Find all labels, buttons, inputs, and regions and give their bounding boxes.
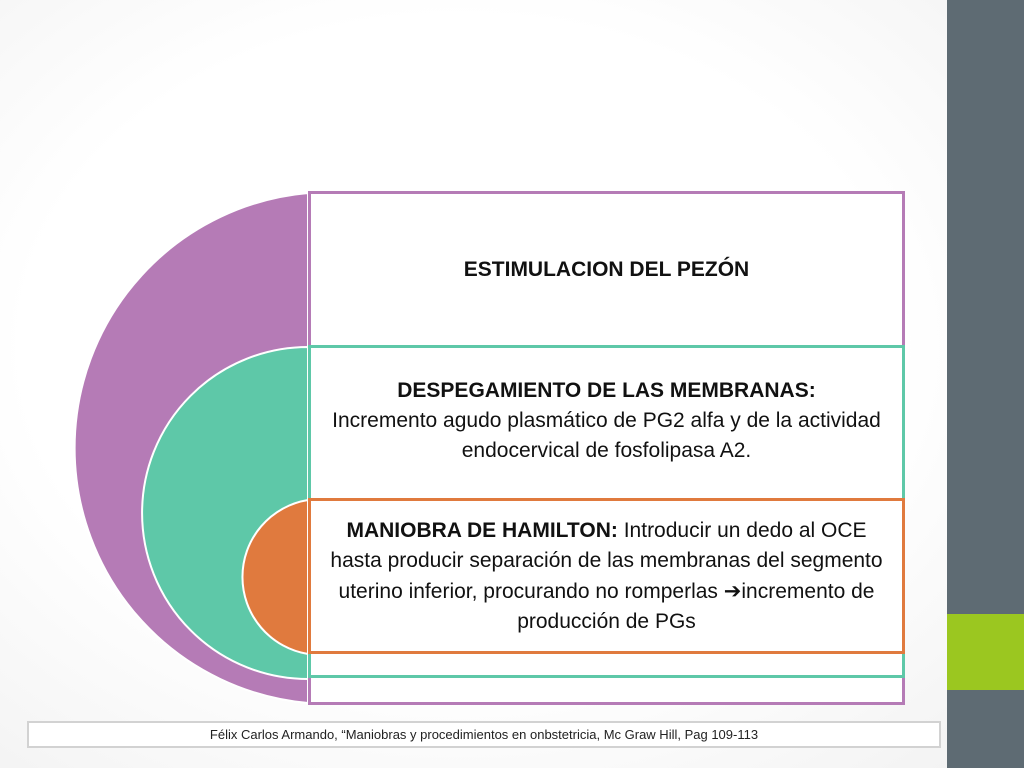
middle-heading: DESPEGAMIENTO DE LAS MEMBRANAS: [397, 379, 816, 402]
middle-text: DESPEGAMIENTO DE LAS MEMBRANAS: Incremen… [321, 376, 892, 466]
inner-body-before: Introducir un dedo al OCE hasta producir… [330, 518, 883, 603]
outer-title: ESTIMULACION DEL PEZÓN [463, 258, 750, 281]
sidebar-accent [947, 614, 1024, 690]
inner-body-after: incremento de producción de PGs [517, 579, 875, 633]
inner-box: MANIOBRA DE HAMILTON: Introducir un dedo… [308, 498, 905, 654]
citation: Félix Carlos Armando, “Maniobras y proce… [27, 721, 941, 748]
inner-arc [241, 498, 309, 656]
inner-heading: MANIOBRA DE HAMILTON: [346, 518, 618, 542]
inner-text: MANIOBRA DE HAMILTON: Introducir un dedo… [323, 516, 890, 637]
middle-body: Incremento agudo plasmático de PG2 alfa … [332, 409, 881, 462]
arrow-right-icon: ➔ [723, 578, 742, 603]
